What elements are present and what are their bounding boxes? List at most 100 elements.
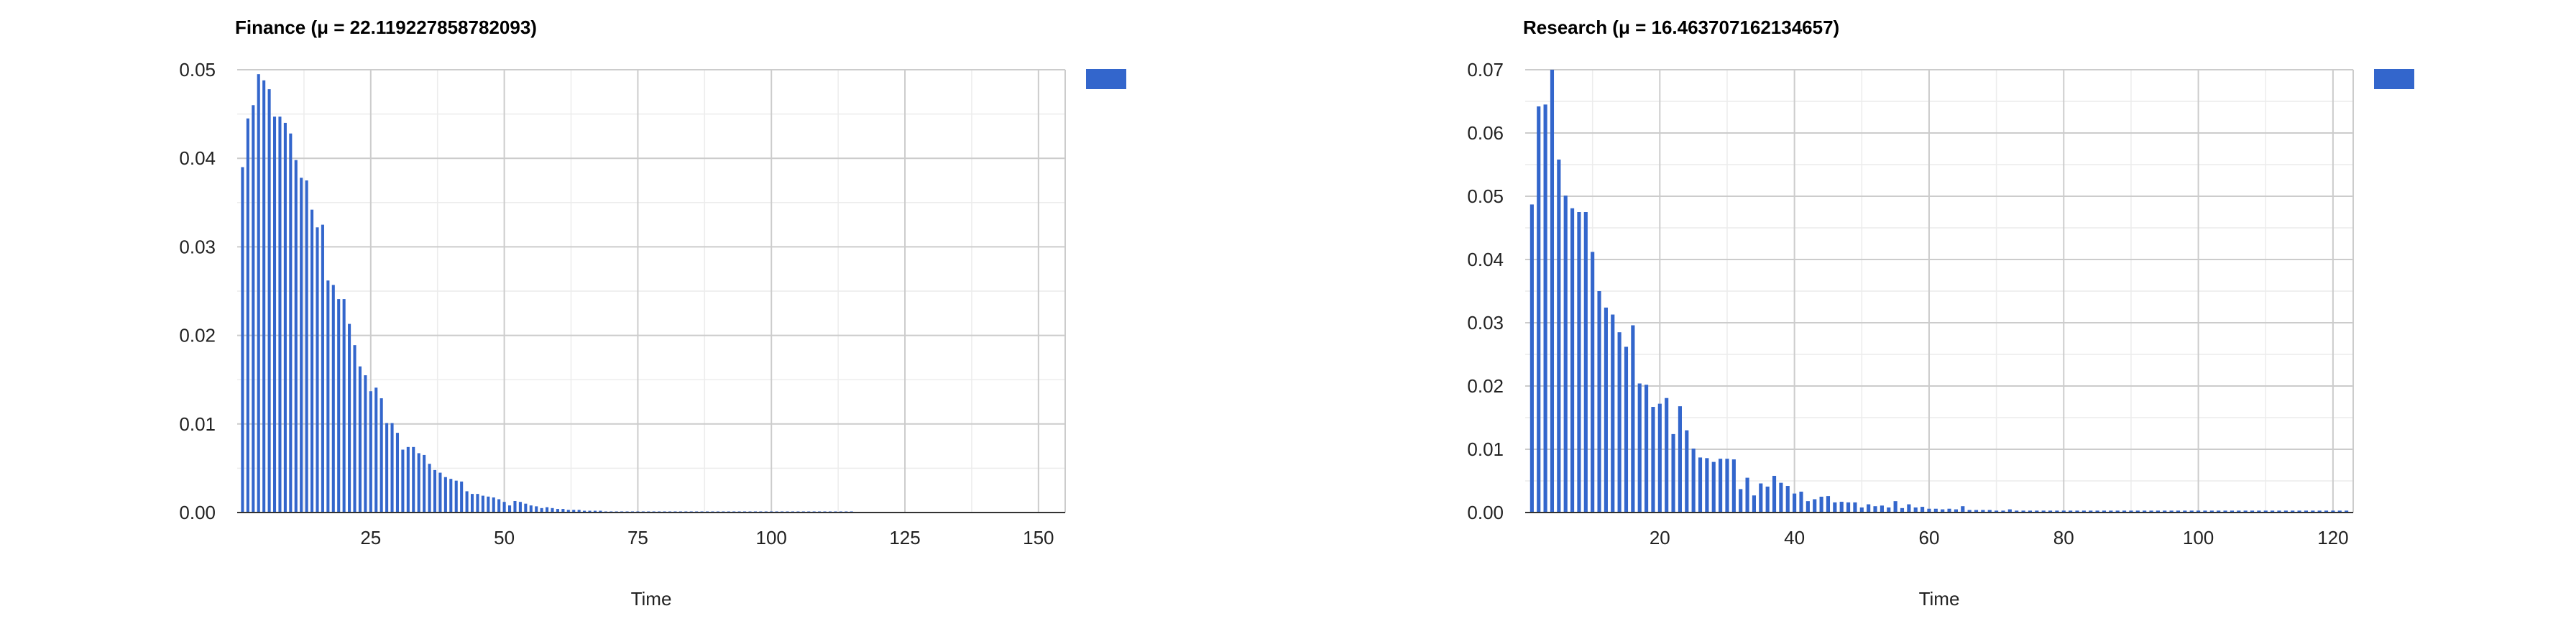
histogram-bar	[1813, 499, 1817, 513]
x-tick-label: 120	[2317, 527, 2348, 548]
histogram-bar	[1967, 510, 1972, 513]
histogram-bar	[1731, 459, 1736, 513]
histogram-bar	[428, 464, 431, 513]
histogram-bar	[588, 510, 592, 513]
x-tick-label: 50	[494, 527, 515, 548]
chart-svg: Finance (μ = 22.119227858782093) 0.00 0.01…	[179, 17, 1126, 610]
histogram-bar	[342, 299, 346, 513]
chart-research: Research (μ = 16.463707162134657) 0.00 0.0…	[1288, 0, 2576, 634]
histogram-bar	[593, 510, 597, 513]
histogram-bar	[2095, 510, 2099, 513]
histogram-bar	[599, 510, 602, 513]
histogram-bar	[1920, 507, 1925, 513]
histogram-bar	[2317, 510, 2322, 513]
x-tick-label: 80	[2053, 527, 2074, 548]
histogram-bar	[300, 178, 303, 513]
chart-finance: Finance (μ = 22.119227858782093) 0.00 0.01…	[179, 17, 1126, 610]
histogram-bar	[2203, 510, 2207, 513]
histogram-bar	[1785, 486, 1790, 513]
y-tick-label: 0.03	[1467, 312, 1504, 334]
histogram-bar	[556, 509, 559, 513]
histogram-bar	[2196, 510, 2201, 513]
histogram-bar	[513, 500, 517, 513]
histogram-bar	[561, 509, 565, 513]
histogram-bar	[1853, 502, 1857, 513]
histogram-bar	[401, 449, 405, 513]
histogram-bar	[481, 495, 484, 513]
x-tick-label: 60	[1918, 527, 1939, 548]
histogram-bar	[2277, 510, 2281, 513]
histogram-bar	[443, 477, 447, 513]
histogram-bar	[246, 118, 249, 513]
histogram-bar	[476, 494, 479, 513]
histogram-bar	[460, 481, 464, 513]
y-tick-label: 0.04	[1467, 249, 1504, 270]
histogram-bar	[470, 494, 474, 513]
histogram-bar	[1995, 510, 1999, 513]
histogram-bar	[2331, 510, 2335, 513]
histogram-bar	[272, 116, 277, 513]
histogram-bar	[2001, 510, 2005, 513]
legend-swatch	[1086, 69, 1126, 89]
histogram-bar	[433, 469, 437, 513]
y-tick-label: 0.02	[179, 325, 216, 346]
histogram-bar	[2115, 510, 2120, 513]
histogram-bar	[1867, 504, 1871, 513]
histogram-bar	[1550, 70, 1555, 513]
histogram-bar	[1833, 502, 1837, 513]
histogram-bar	[1793, 493, 1797, 513]
histogram-bar	[294, 160, 298, 513]
histogram-bar	[535, 506, 538, 513]
histogram-bar	[1624, 346, 1629, 513]
histogram-bar	[2223, 510, 2227, 513]
histogram-bar	[1913, 507, 1918, 513]
x-tick-label: 125	[889, 527, 920, 548]
histogram-bar	[364, 375, 367, 513]
x-axis-title: Time	[631, 588, 672, 610]
histogram-bar	[2143, 510, 2147, 513]
histogram-bar	[551, 507, 554, 513]
histogram-bar	[348, 323, 351, 513]
histogram-bar	[2163, 510, 2167, 513]
histogram-bar	[2082, 510, 2086, 513]
histogram-bar	[1900, 507, 1905, 513]
histogram-bar	[454, 480, 458, 513]
histogram-bar	[1839, 502, 1844, 513]
legend-swatch	[2374, 69, 2414, 89]
histogram-bar	[2089, 510, 2093, 513]
histogram-bar	[1806, 501, 1810, 513]
histogram-bar	[487, 496, 490, 513]
x-tick-label: 75	[627, 527, 648, 548]
histogram-bar	[2337, 510, 2342, 513]
histogram-bar	[1611, 314, 1615, 513]
histogram-bar	[1941, 509, 1945, 513]
histogram-bar	[374, 387, 378, 513]
histogram-bar	[540, 507, 543, 513]
histogram-bar	[1644, 385, 1649, 513]
histogram-bar	[1604, 307, 1608, 513]
histogram-bar	[577, 510, 581, 513]
histogram-bar	[305, 180, 308, 513]
y-tick-label: 0.02	[1467, 375, 1504, 397]
histogram-bar	[1597, 291, 1601, 513]
histogram-bar	[1570, 208, 1575, 513]
histogram-bar	[1927, 508, 1931, 513]
histogram-bar	[465, 491, 469, 513]
histogram-bar	[1907, 504, 1911, 513]
histogram-bar	[2041, 510, 2046, 513]
histogram-bar	[1873, 506, 1877, 513]
histogram-bar	[1671, 433, 1675, 513]
histogram-bar	[278, 116, 282, 513]
histogram-bar	[1577, 212, 1581, 513]
histogram-bar	[438, 472, 442, 513]
histogram-bar	[2263, 510, 2268, 513]
histogram-bar	[2250, 510, 2255, 513]
histogram-bar	[2075, 510, 2079, 513]
histogram-bar	[390, 423, 394, 513]
histogram-bar	[572, 510, 576, 513]
histogram-bar	[2311, 510, 2315, 513]
histogram-bar	[1826, 496, 1831, 513]
histogram-bar	[2304, 510, 2309, 513]
x-tick-label: 150	[1023, 527, 1054, 548]
histogram-bar	[310, 209, 314, 513]
